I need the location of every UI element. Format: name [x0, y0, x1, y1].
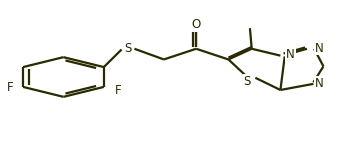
- Text: N: N: [286, 48, 295, 61]
- Text: O: O: [192, 18, 201, 31]
- Text: S: S: [124, 42, 132, 55]
- Text: F: F: [6, 81, 13, 94]
- Text: N: N: [315, 42, 324, 55]
- Text: F: F: [114, 84, 121, 97]
- Text: N: N: [315, 77, 324, 90]
- Text: S: S: [244, 75, 251, 88]
